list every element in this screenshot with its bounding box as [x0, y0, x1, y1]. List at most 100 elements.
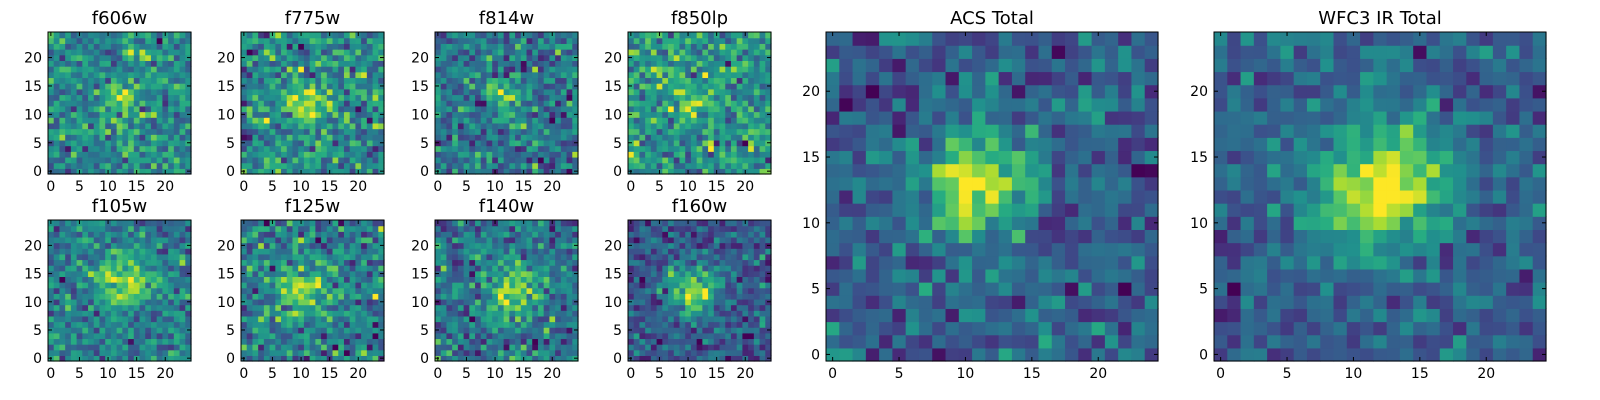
- heatmap-cell: [759, 282, 766, 289]
- heatmap-cell: [725, 32, 732, 39]
- heatmap-cell: [116, 242, 123, 249]
- heatmap-cell: [88, 270, 95, 277]
- heatmap-cell: [463, 259, 470, 266]
- heatmap-cell: [173, 43, 181, 50]
- heatmap-cell: [93, 37, 101, 44]
- heatmap-cell: [469, 54, 476, 61]
- heatmap-cell: [572, 315, 579, 323]
- heatmap-cell: [509, 37, 516, 44]
- heatmap-cell: [366, 349, 374, 356]
- heatmap-cell: [93, 276, 101, 283]
- heatmap-cell: [275, 332, 282, 340]
- heatmap-cell: [53, 100, 61, 107]
- heatmap-cell: [133, 151, 141, 158]
- heatmap-cell: [673, 111, 681, 118]
- heatmap-cell: [269, 287, 276, 294]
- heatmap-cell: [480, 117, 488, 124]
- heatmap-cell: [372, 355, 379, 362]
- heatmap-cell: [241, 100, 248, 107]
- heatmap-cell: [93, 100, 101, 107]
- heatmap-cell: [719, 83, 726, 90]
- heatmap-cell: [656, 60, 663, 67]
- heatmap-cell: [503, 236, 510, 244]
- heatmap-cell: [326, 321, 334, 328]
- heatmap-cell: [469, 310, 476, 317]
- heatmap-cell: [332, 32, 339, 39]
- heatmap-cell: [520, 117, 528, 124]
- heatmap-cell: [252, 344, 259, 351]
- heatmap-cell: [303, 162, 311, 169]
- heatmap-cell: [492, 282, 499, 289]
- heatmap-cell: [338, 139, 345, 147]
- heatmap-cell: [156, 321, 163, 328]
- heatmap-cell: [286, 225, 294, 232]
- heatmap-cell: [145, 77, 152, 84]
- heatmap-cell: [645, 71, 652, 79]
- heatmap-cell: [298, 60, 305, 67]
- heatmap-cell: [503, 315, 510, 323]
- heatmap-cell: [555, 134, 562, 141]
- heatmap-cell: [532, 332, 539, 340]
- heatmap-cell: [486, 66, 493, 73]
- heatmap-cell: [59, 338, 66, 345]
- heatmap-cell: [65, 151, 72, 158]
- heatmap-cell: [349, 134, 356, 141]
- heatmap-cell: [645, 310, 652, 317]
- heatmap-cell: [759, 304, 766, 311]
- heatmap-cell: [145, 236, 152, 244]
- heatmap-cell: [475, 54, 482, 61]
- heatmap-cell: [452, 287, 459, 294]
- heatmap-cell: [475, 236, 482, 244]
- heatmap-cell: [440, 231, 448, 238]
- heatmap-cell: [162, 276, 169, 283]
- heatmap-cell: [53, 145, 61, 152]
- heatmap-cell: [70, 287, 78, 294]
- heatmap-cell: [59, 54, 66, 61]
- heatmap-cell: [82, 88, 89, 96]
- heatmap-cell: [532, 83, 539, 90]
- heatmap-cell: [532, 168, 539, 175]
- heatmap-cell: [298, 270, 305, 277]
- heatmap-cell: [105, 94, 112, 101]
- heatmap-cell: [708, 168, 715, 175]
- heatmap-cell: [440, 162, 448, 169]
- heatmap-cell: [537, 242, 545, 249]
- heatmap-cell: [88, 236, 95, 244]
- heatmap-cell: [486, 105, 493, 113]
- heatmap-cell: [435, 282, 442, 289]
- heatmap-cell: [633, 66, 641, 73]
- heatmap-cell: [241, 71, 248, 79]
- heatmap-cell: [286, 236, 294, 244]
- heatmap-cell: [275, 145, 282, 152]
- heatmap-cell: [361, 156, 368, 164]
- heatmap-cell: [742, 66, 749, 73]
- heatmap-cell: [258, 338, 265, 345]
- heatmap-cell: [526, 151, 533, 158]
- heatmap-cell: [82, 117, 89, 124]
- heatmap-cells: [435, 32, 579, 175]
- heatmap-cell: [475, 32, 482, 39]
- heatmap-cell: [645, 105, 652, 113]
- heatmap-cell: [628, 128, 635, 135]
- heatmap-cell: [53, 105, 61, 113]
- heatmap-cell: [185, 236, 192, 244]
- heatmap-cell: [702, 111, 709, 118]
- heatmap-cell: [748, 349, 755, 356]
- heatmap-cell: [162, 349, 169, 356]
- heatmap-cell: [156, 293, 163, 300]
- heatmap-cell: [702, 77, 709, 84]
- heatmap-cell: [139, 43, 146, 50]
- heatmap-cell: [452, 54, 459, 61]
- heatmap-cell: [309, 100, 316, 107]
- heatmap-cell: [549, 162, 556, 169]
- heatmap-cell: [753, 332, 761, 340]
- heatmap-cell: [537, 265, 545, 272]
- heatmap-cell: [469, 265, 476, 272]
- heatmap-cell: [65, 156, 72, 164]
- heatmap-cell: [76, 282, 83, 289]
- heatmap-cell: [435, 162, 442, 169]
- heatmap-cell: [520, 94, 528, 101]
- heatmap-cell: [349, 145, 356, 152]
- heatmap-cell: [150, 156, 158, 164]
- heatmap-cell: [645, 355, 652, 362]
